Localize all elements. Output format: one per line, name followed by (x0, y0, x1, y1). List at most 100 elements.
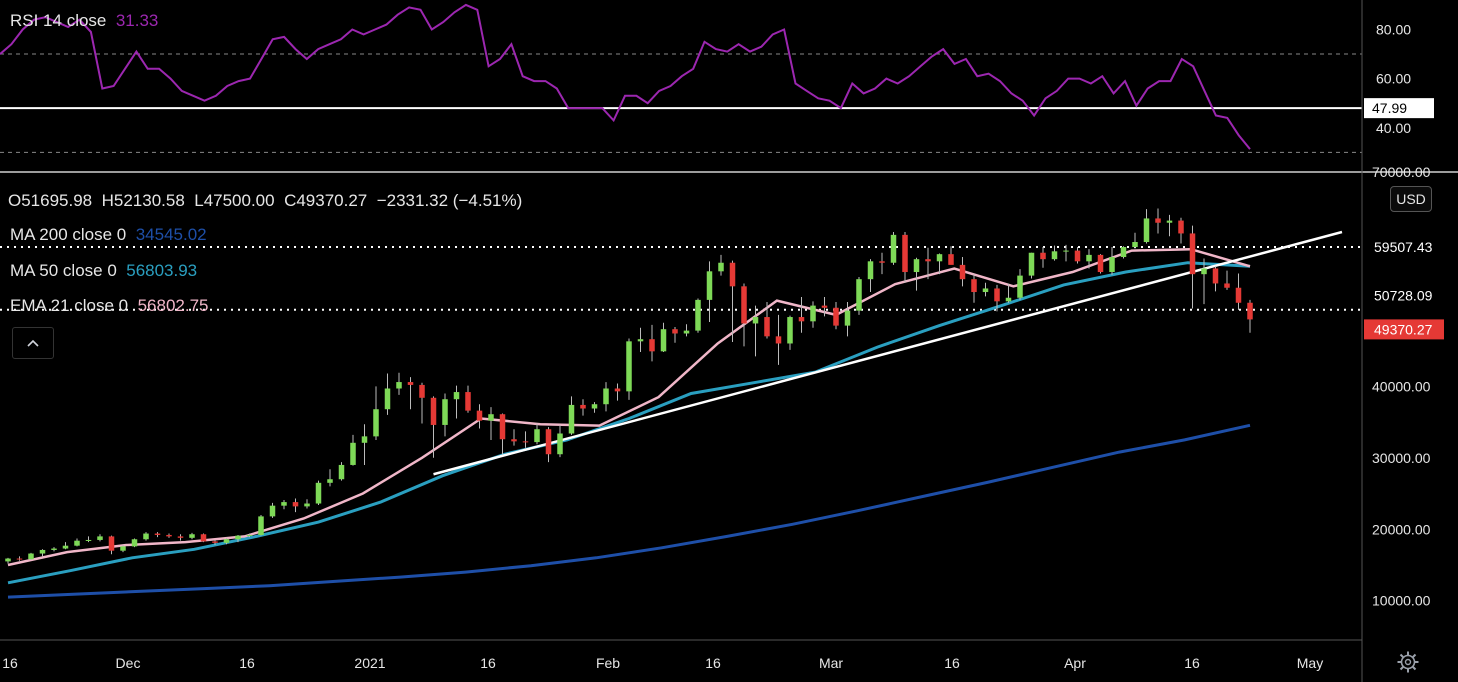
candle (1120, 246, 1127, 259)
candle-body (189, 534, 195, 538)
candle (350, 434, 356, 466)
candle-body (143, 533, 149, 540)
candle-body (649, 339, 655, 352)
candle (28, 552, 34, 560)
candle (867, 259, 874, 293)
candle (108, 535, 115, 555)
candle (971, 274, 977, 303)
candle-body (1166, 220, 1173, 223)
currency-badge[interactable]: USD (1390, 186, 1432, 212)
candle (1028, 252, 1035, 279)
candle (120, 544, 126, 553)
candle (499, 413, 506, 455)
candle (557, 424, 563, 458)
candle (580, 399, 586, 416)
collapse-legend-button[interactable] (12, 327, 54, 359)
candle (373, 386, 379, 440)
candle-body (1189, 233, 1196, 275)
candle-body (97, 536, 103, 540)
candle (327, 469, 333, 487)
candle-body (833, 307, 839, 326)
candle (568, 396, 575, 435)
ema21-legend: EMA 21 close 0 56802.75 (10, 296, 208, 316)
candle (626, 338, 632, 400)
candle (1051, 245, 1058, 261)
candle-body (373, 409, 379, 437)
candle (396, 372, 402, 395)
ohlc-low: L47500.00 (194, 191, 275, 210)
candle (902, 232, 908, 283)
candle (1005, 283, 1012, 303)
candle (177, 534, 184, 541)
time-axis-label: 16 (705, 655, 721, 671)
candle-body (545, 429, 552, 455)
candle-body (453, 392, 460, 400)
candle (660, 322, 667, 353)
gear-icon[interactable] (1396, 650, 1420, 674)
candle-body (994, 288, 1000, 302)
rsi-level-tag-label: 47.99 (1372, 100, 1407, 116)
candle (913, 257, 920, 291)
candle-body (281, 502, 287, 506)
price-axis-tick: 20000.00 (1372, 521, 1431, 537)
candle (1178, 217, 1184, 244)
candle (1040, 247, 1046, 268)
candle-body (557, 433, 563, 455)
candle-body (603, 388, 609, 405)
candle-body (39, 549, 46, 554)
candle (1017, 269, 1023, 300)
candle-body (787, 317, 793, 344)
candle (844, 302, 851, 337)
ema21-legend-value: 56802.75 (137, 296, 209, 315)
candle-body (292, 502, 299, 507)
candle-body (971, 279, 977, 293)
candle (833, 302, 839, 330)
candle (1143, 209, 1150, 244)
candle (1132, 232, 1138, 249)
rsi-legend-value: 31.33 (115, 11, 159, 30)
candle-body (672, 329, 678, 334)
candle (1086, 249, 1092, 269)
candle-body (1178, 220, 1184, 234)
candle (1109, 247, 1115, 275)
candle-body (948, 254, 954, 265)
candle-body (637, 339, 644, 342)
candle-body (1074, 250, 1081, 262)
candle (1155, 208, 1161, 234)
ma50-legend-label: MA 50 close 0 (10, 261, 117, 280)
candle-body (223, 539, 230, 543)
candle (62, 542, 69, 550)
candle (281, 499, 287, 510)
candle (488, 407, 494, 440)
ohlc-change: −2331.32 (−4.51%) (376, 191, 523, 210)
candle (545, 427, 552, 463)
price-level-tag-label: 50728.09 (1374, 288, 1433, 304)
candle (1063, 244, 1069, 262)
candle (959, 257, 966, 287)
time-axis-label: 16 (2, 655, 18, 671)
candle (798, 297, 805, 333)
candle-body (177, 536, 184, 538)
candle (223, 537, 230, 545)
candle (879, 252, 885, 275)
candle-body (775, 336, 782, 344)
candle (235, 534, 241, 543)
candle-body (108, 536, 115, 551)
candle-body (212, 541, 218, 543)
time-axis-label: 16 (944, 655, 960, 671)
candle-body (1224, 283, 1230, 288)
candle-body (890, 234, 897, 263)
candle-body (660, 329, 667, 352)
candle-body (1109, 257, 1115, 273)
candle-body (361, 436, 368, 443)
candle-body (131, 539, 138, 547)
candle (292, 498, 299, 513)
candle (315, 480, 322, 505)
candle (16, 556, 23, 561)
candle-body (1017, 275, 1023, 298)
candle (936, 253, 943, 275)
candle-body (476, 410, 483, 421)
candle (453, 385, 460, 419)
candle-body (419, 384, 425, 398)
